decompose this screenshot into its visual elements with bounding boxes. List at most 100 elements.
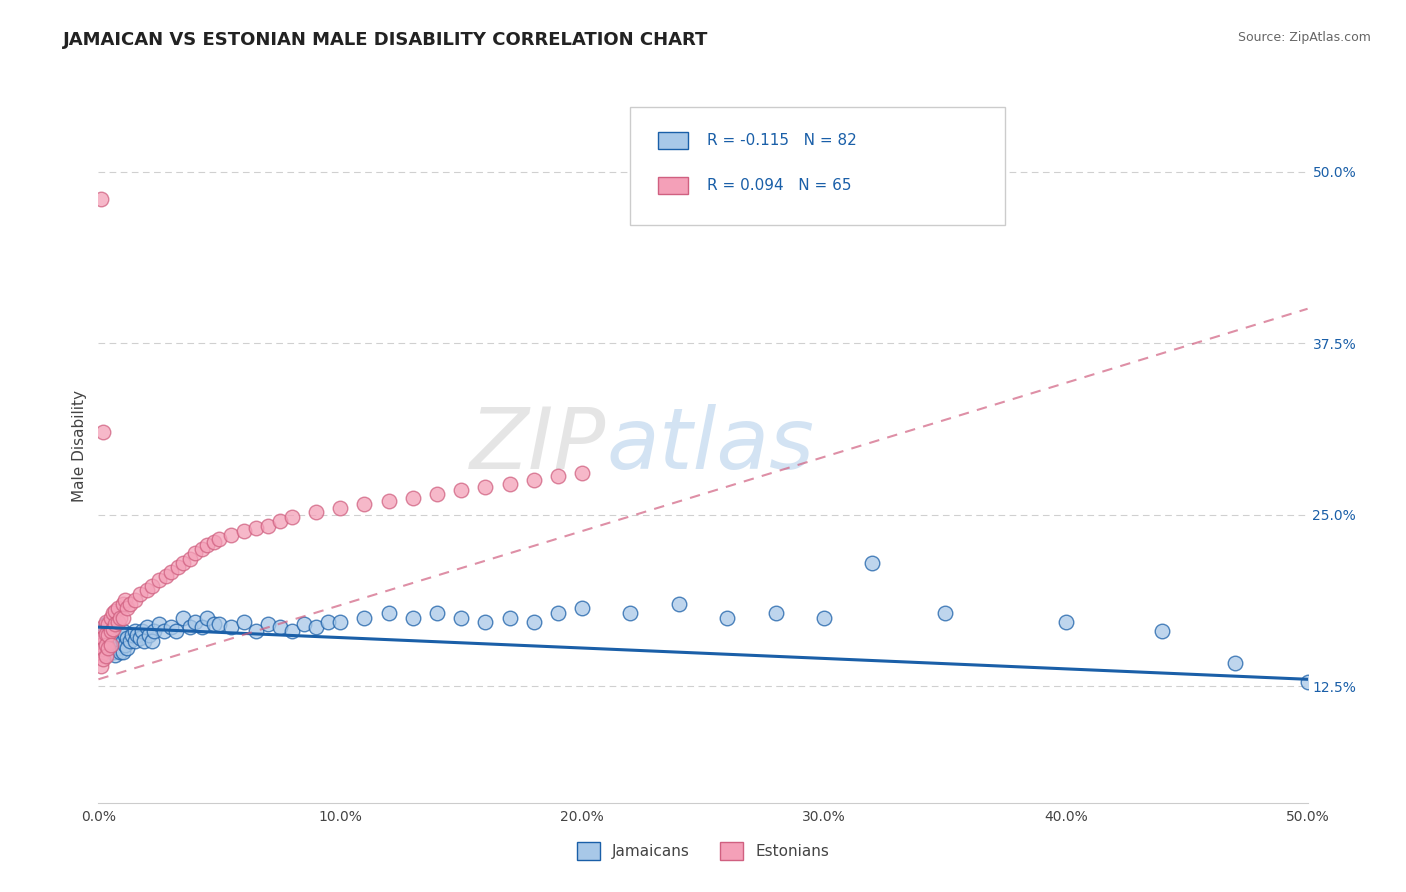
Point — [100, 631, 122, 645]
Point — [256, 518, 278, 533]
Point — [329, 615, 352, 629]
Point — [108, 645, 131, 659]
Point — [124, 633, 146, 648]
Point — [97, 640, 120, 655]
Point — [860, 556, 883, 570]
Point — [353, 497, 375, 511]
Point — [111, 624, 134, 639]
Point — [118, 597, 141, 611]
Point — [498, 477, 520, 491]
Point — [143, 624, 166, 639]
Point — [195, 538, 218, 552]
Point — [204, 617, 226, 632]
Point — [269, 515, 291, 529]
Point — [100, 610, 122, 624]
Point — [100, 642, 122, 657]
Point — [160, 566, 183, 580]
Point — [94, 638, 117, 652]
Point — [91, 628, 114, 642]
Point — [104, 648, 127, 662]
Point — [107, 640, 129, 655]
Point — [245, 521, 267, 535]
Point — [114, 628, 136, 642]
Point — [94, 648, 117, 663]
Point — [571, 601, 593, 615]
Point — [172, 556, 194, 570]
Point — [316, 615, 339, 629]
Text: R = -0.115   N = 82: R = -0.115 N = 82 — [707, 133, 856, 148]
Point — [450, 483, 472, 497]
Point — [160, 620, 183, 634]
Text: ZIP: ZIP — [470, 404, 606, 488]
FancyBboxPatch shape — [658, 132, 689, 150]
Point — [668, 597, 690, 611]
Point — [111, 610, 134, 624]
Point — [195, 610, 218, 624]
Point — [118, 633, 141, 648]
Point — [94, 627, 117, 641]
Point — [111, 597, 134, 611]
Point — [184, 546, 207, 560]
Point — [208, 533, 231, 547]
Point — [165, 624, 187, 639]
Point — [107, 615, 129, 629]
Point — [117, 631, 139, 645]
Point — [716, 610, 738, 624]
Point — [90, 192, 112, 206]
Point — [104, 617, 127, 632]
Point — [128, 587, 150, 601]
Point — [138, 628, 160, 642]
Point — [90, 638, 112, 652]
Point — [117, 601, 139, 615]
Point — [148, 574, 170, 588]
Point — [97, 617, 120, 632]
Point — [523, 473, 546, 487]
Point — [114, 638, 136, 652]
Point — [221, 528, 243, 542]
Point — [100, 638, 122, 652]
Point — [474, 480, 496, 494]
Point — [97, 627, 120, 641]
Point — [97, 635, 120, 649]
Point — [1054, 615, 1077, 629]
Point — [547, 469, 569, 483]
Point — [101, 607, 124, 621]
Point — [377, 607, 399, 621]
Point — [91, 651, 114, 665]
Point — [127, 628, 149, 642]
Point — [221, 620, 243, 634]
Point — [91, 631, 114, 645]
Point — [1223, 656, 1246, 670]
Point — [450, 610, 472, 624]
Point — [114, 592, 136, 607]
FancyBboxPatch shape — [630, 107, 1005, 225]
Text: R = 0.094   N = 65: R = 0.094 N = 65 — [707, 178, 851, 193]
Point — [152, 624, 174, 639]
Point — [141, 579, 163, 593]
Point — [121, 628, 143, 642]
Point — [292, 617, 315, 632]
Point — [94, 638, 117, 652]
Point — [256, 617, 278, 632]
Point — [111, 633, 134, 648]
Point — [128, 631, 150, 645]
Point — [91, 620, 114, 634]
Point — [329, 500, 352, 515]
Point — [619, 607, 641, 621]
Point — [101, 645, 124, 659]
Point — [474, 615, 496, 629]
Text: Source: ZipAtlas.com: Source: ZipAtlas.com — [1237, 31, 1371, 45]
Point — [426, 487, 449, 501]
Point — [269, 620, 291, 634]
Point — [91, 425, 114, 440]
Point — [131, 624, 153, 639]
Point — [135, 583, 157, 598]
Point — [305, 620, 328, 634]
Y-axis label: Male Disability: Male Disability — [72, 390, 87, 502]
Point — [94, 615, 117, 629]
Point — [232, 615, 254, 629]
Point — [191, 541, 214, 556]
Point — [108, 610, 131, 624]
Point — [107, 631, 129, 645]
Point — [91, 633, 114, 648]
